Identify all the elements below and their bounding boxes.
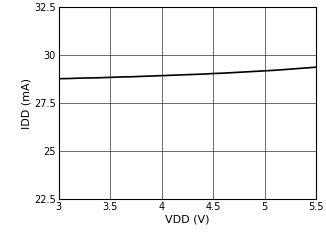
X-axis label: VDD (V): VDD (V) [165,215,210,225]
Y-axis label: IDD (mA): IDD (mA) [22,78,31,129]
